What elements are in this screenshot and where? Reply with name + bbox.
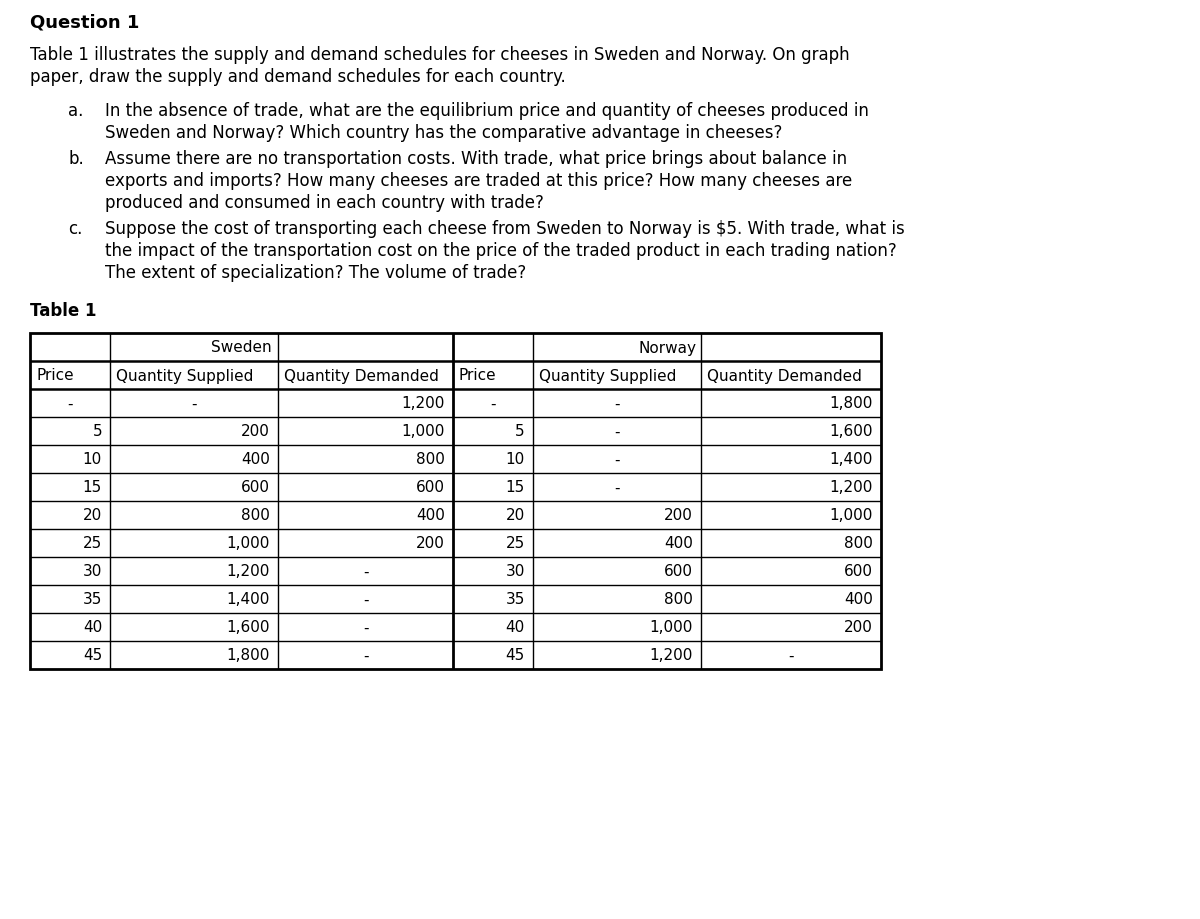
Text: 200: 200 <box>416 536 445 550</box>
Text: 20: 20 <box>83 508 102 523</box>
Text: Table 1: Table 1 <box>30 301 96 320</box>
Text: 600: 600 <box>241 480 270 495</box>
Text: 1,000: 1,000 <box>829 508 874 523</box>
Text: 1,000: 1,000 <box>649 619 694 635</box>
Text: 45: 45 <box>505 648 526 663</box>
Text: Assume there are no transportation costs. With trade, what price brings about ba: Assume there are no transportation costs… <box>106 150 847 168</box>
Text: 200: 200 <box>664 508 694 523</box>
Text: 1,000: 1,000 <box>402 424 445 439</box>
Text: 1,600: 1,600 <box>829 424 874 439</box>
Text: 30: 30 <box>83 564 102 579</box>
Text: 400: 400 <box>241 452 270 467</box>
Text: 1,800: 1,800 <box>829 396 874 411</box>
Text: -: - <box>362 592 368 607</box>
Text: 1,800: 1,800 <box>227 648 270 663</box>
Text: exports and imports? How many cheeses are traded at this price? How many cheeses: exports and imports? How many cheeses ar… <box>106 172 852 190</box>
Text: 1,400: 1,400 <box>227 592 270 607</box>
Text: Quantity Supplied: Quantity Supplied <box>539 369 677 383</box>
Text: 10: 10 <box>505 452 526 467</box>
Text: 25: 25 <box>505 536 526 550</box>
Text: 1,400: 1,400 <box>829 452 874 467</box>
Text: 10: 10 <box>83 452 102 467</box>
Text: c.: c. <box>68 220 83 238</box>
Text: 600: 600 <box>664 564 694 579</box>
Text: Table 1 illustrates the supply and demand schedules for cheeses in Sweden and No: Table 1 illustrates the supply and deman… <box>30 46 850 64</box>
Text: -: - <box>491 396 496 411</box>
Text: produced and consumed in each country with trade?: produced and consumed in each country wi… <box>106 194 544 211</box>
Text: -: - <box>788 648 793 663</box>
Text: Sweden and Norway? Which country has the comparative advantage in cheeses?: Sweden and Norway? Which country has the… <box>106 124 782 142</box>
Text: -: - <box>362 564 368 579</box>
Text: 5: 5 <box>515 424 526 439</box>
Text: 600: 600 <box>416 480 445 495</box>
Text: 400: 400 <box>664 536 694 550</box>
Bar <box>30 334 881 669</box>
Text: -: - <box>362 648 368 663</box>
Text: Question 1: Question 1 <box>30 14 139 32</box>
Text: 35: 35 <box>83 592 102 607</box>
Text: 40: 40 <box>83 619 102 635</box>
Text: In the absence of trade, what are the equilibrium price and quantity of cheeses : In the absence of trade, what are the eq… <box>106 102 869 119</box>
Text: 25: 25 <box>83 536 102 550</box>
Text: 20: 20 <box>505 508 526 523</box>
Text: 35: 35 <box>505 592 526 607</box>
Text: 45: 45 <box>83 648 102 663</box>
Text: 200: 200 <box>241 424 270 439</box>
Text: Suppose the cost of transporting each cheese from Sweden to Norway is $5. With t: Suppose the cost of transporting each ch… <box>106 220 905 238</box>
Text: a.: a. <box>68 102 83 119</box>
Text: -: - <box>614 396 619 411</box>
Text: 40: 40 <box>505 619 526 635</box>
Text: 800: 800 <box>844 536 874 550</box>
Text: Price: Price <box>458 369 497 383</box>
Text: 1,200: 1,200 <box>649 648 694 663</box>
Text: 30: 30 <box>505 564 526 579</box>
Text: Sweden: Sweden <box>211 340 272 355</box>
Text: 15: 15 <box>83 480 102 495</box>
Text: 600: 600 <box>844 564 874 579</box>
Text: 1,200: 1,200 <box>402 396 445 411</box>
Text: Price: Price <box>36 369 73 383</box>
Text: -: - <box>67 396 73 411</box>
Text: -: - <box>614 452 619 467</box>
Text: 800: 800 <box>416 452 445 467</box>
Text: 200: 200 <box>844 619 874 635</box>
Text: 800: 800 <box>664 592 694 607</box>
Text: paper, draw the supply and demand schedules for each country.: paper, draw the supply and demand schedu… <box>30 68 565 85</box>
Text: 15: 15 <box>505 480 526 495</box>
Text: 400: 400 <box>416 508 445 523</box>
Text: Quantity Demanded: Quantity Demanded <box>707 369 862 383</box>
Text: 1,200: 1,200 <box>227 564 270 579</box>
Text: -: - <box>614 480 619 495</box>
Text: -: - <box>362 619 368 635</box>
Text: 5: 5 <box>92 424 102 439</box>
Text: 400: 400 <box>844 592 874 607</box>
Text: -: - <box>614 424 619 439</box>
Text: Quantity Supplied: Quantity Supplied <box>116 369 253 383</box>
Text: 800: 800 <box>241 508 270 523</box>
Text: the impact of the transportation cost on the price of the traded product in each: the impact of the transportation cost on… <box>106 242 896 260</box>
Text: -: - <box>191 396 197 411</box>
Text: 1,600: 1,600 <box>227 619 270 635</box>
Text: The extent of specialization? The volume of trade?: The extent of specialization? The volume… <box>106 264 527 282</box>
Text: 1,000: 1,000 <box>227 536 270 550</box>
Text: Norway: Norway <box>638 340 696 355</box>
Text: b.: b. <box>68 150 84 168</box>
Text: Quantity Demanded: Quantity Demanded <box>284 369 439 383</box>
Text: 1,200: 1,200 <box>829 480 874 495</box>
